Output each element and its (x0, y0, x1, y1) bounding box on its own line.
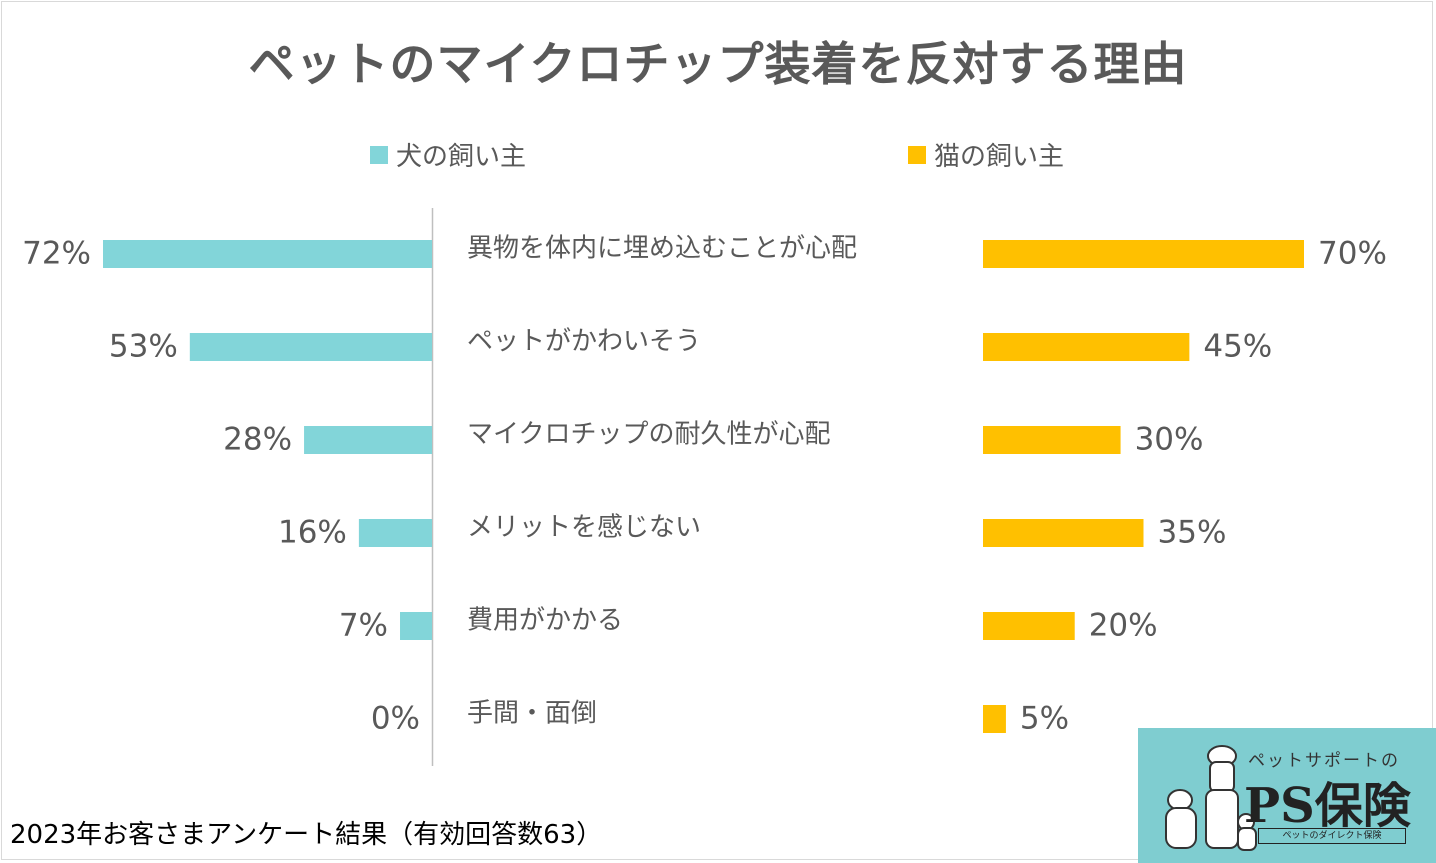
category-label: 異物を体内に埋め込むことが心配 (467, 234, 857, 264)
cat-value-label: 70% (1318, 236, 1387, 272)
dog-value-label: 7% (339, 608, 388, 644)
cat-value-label: 30% (1135, 422, 1204, 458)
category-label: ペットがかわいそう (467, 327, 701, 357)
cat-bar (983, 240, 1304, 268)
legend-cat-swatch (908, 145, 926, 164)
cat-value-label: 5% (1020, 701, 1069, 737)
cat-value-label: 20% (1089, 608, 1158, 644)
category-label: 費用がかかる (467, 606, 623, 636)
logo-subtitle: ペットのダイレクト保険 (1258, 828, 1406, 844)
cat-value-label: 35% (1158, 515, 1227, 551)
dog-value-label: 72% (22, 236, 91, 272)
cat-bar (983, 333, 1190, 361)
dog-bar (189, 333, 432, 361)
dog-bar (400, 612, 432, 640)
legend-cat: 猫の飼い主 (908, 136, 1064, 173)
logo-tagline: ペットサポートの (1248, 751, 1400, 771)
dog-bar (103, 240, 432, 268)
cat-bar (983, 426, 1121, 454)
dog-value-label: 53% (109, 329, 178, 365)
chart-title: ペットのマイクロチップ装着を反対する理由 (248, 37, 1188, 91)
cat-value-label: 45% (1203, 329, 1272, 365)
category-label: 手間・面倒 (467, 699, 597, 729)
dog-value-label: 28% (223, 422, 292, 458)
cat-bar (983, 612, 1075, 640)
legend-dog: 犬の飼い主 (370, 136, 526, 173)
ps-insurance-logo: ペットサポートの PS保険 ペットのダイレクト保険 (1138, 728, 1436, 863)
dog-value-label: 16% (278, 515, 347, 551)
dog-bar (304, 426, 432, 454)
legend-cat-label: 猫の飼い主 (934, 142, 1065, 172)
cat-bar (983, 519, 1144, 547)
survey-note: 2023年お客さまアンケート結果（有効回答数63） (10, 820, 603, 850)
cat-bar (983, 705, 1006, 733)
legend-dog-label: 犬の飼い主 (396, 142, 527, 172)
legend-dog-swatch (370, 145, 388, 164)
category-label: マイクロチップの耐久性が心配 (467, 420, 830, 450)
dog-value-label: 0% (371, 701, 420, 737)
pet-owner-illustration-icon (1165, 745, 1257, 851)
logo-brand: PS保険 (1244, 778, 1411, 834)
dog-bar (358, 519, 432, 547)
category-label: メリットを感じない (467, 513, 701, 543)
